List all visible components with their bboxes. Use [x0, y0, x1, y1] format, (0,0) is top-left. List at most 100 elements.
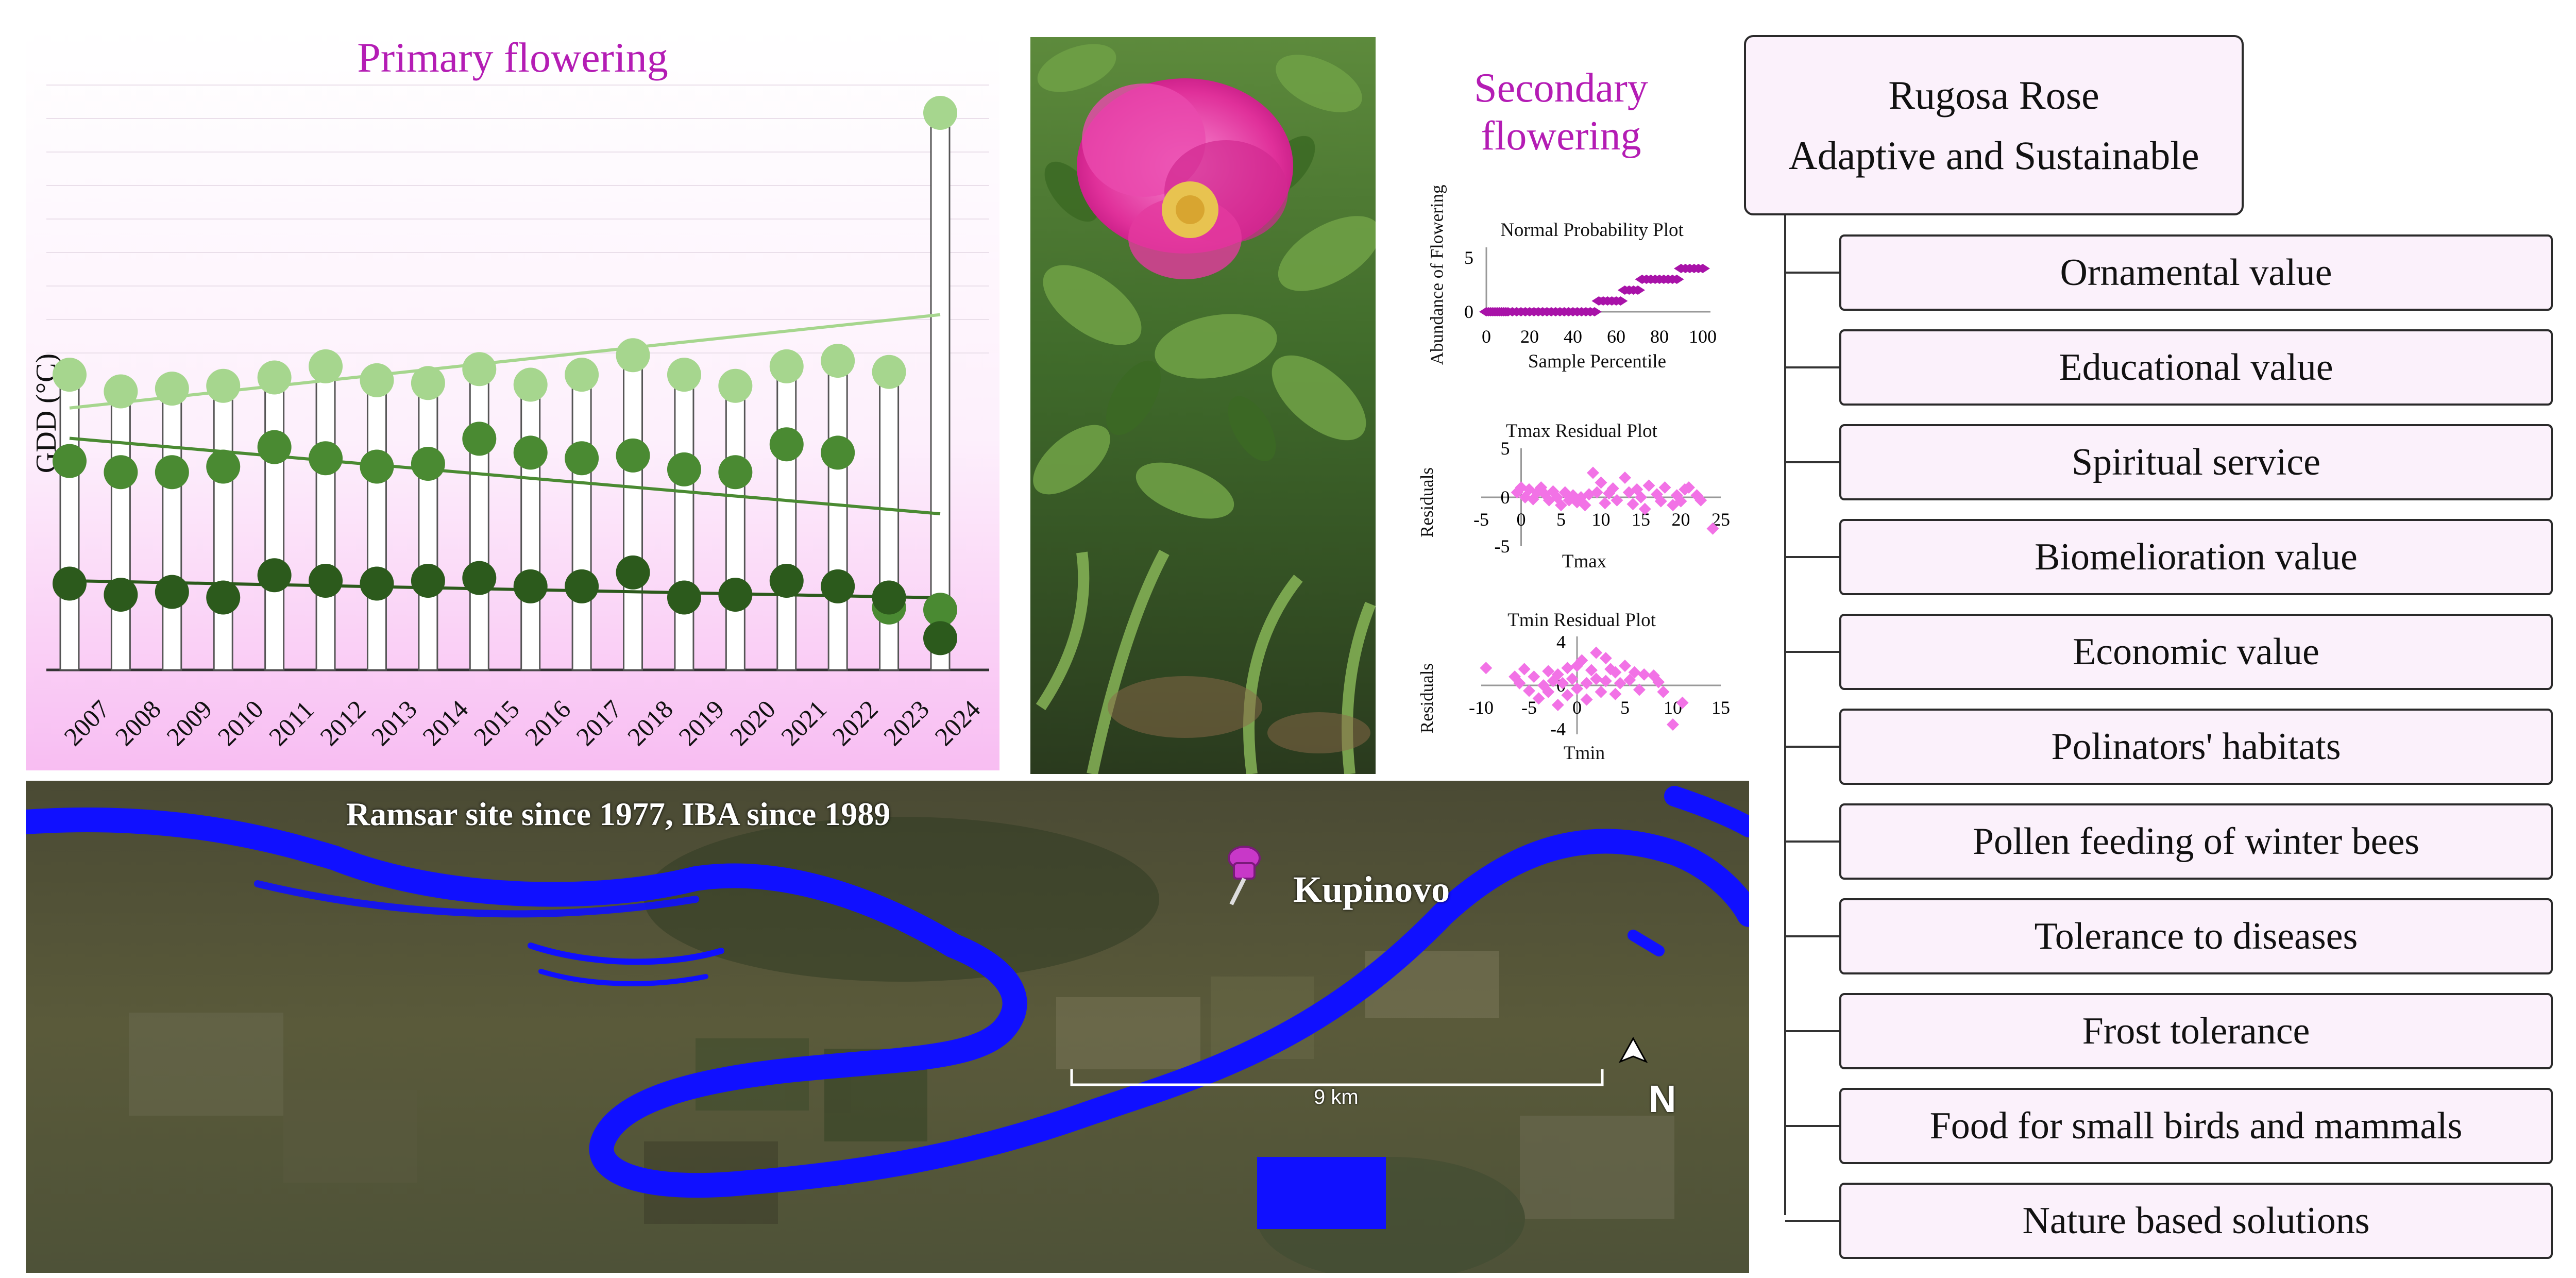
x-tick-label: 2008 — [110, 694, 166, 751]
tmin-svg-x-tick: 0 — [1572, 697, 1582, 718]
tmin-svg-point — [1657, 685, 1670, 698]
data-point-series-3 — [718, 578, 753, 612]
value-box-biomelioration-value: Biomelioration value — [1839, 519, 2553, 595]
data-point-series-2 — [667, 452, 701, 486]
primary-chart-title: Primary flowering — [357, 34, 668, 81]
tmin-svg-point — [1556, 677, 1569, 690]
tmax-svg-point — [1694, 494, 1707, 507]
root-title-line1: Rugosa Rose — [1888, 73, 2099, 117]
data-point-series-3 — [104, 578, 138, 612]
north-arrow-icon — [1618, 1036, 1648, 1063]
tmin-svg-point — [1542, 685, 1555, 698]
year-range-bar — [776, 365, 797, 671]
data-point-series-2 — [718, 455, 753, 490]
data-point-series-2 — [923, 593, 957, 627]
value-box-ornamental-value: Ornamental value — [1839, 234, 2553, 311]
data-point-series-1 — [923, 96, 957, 130]
data-point-series-3 — [821, 569, 855, 603]
data-point-series-3 — [769, 564, 804, 598]
root-title-line2: Adaptive and Sustainable — [1788, 133, 2199, 178]
tmin-svg-point — [1585, 664, 1598, 677]
year-range-bar — [520, 384, 541, 671]
tmin-svg-point — [1532, 692, 1545, 705]
tmin-svg-point — [1551, 699, 1564, 711]
npp-point — [1631, 285, 1645, 295]
tmin-svg-point — [1580, 693, 1593, 706]
npp-x-axis-label: Sample Percentile — [1528, 351, 1667, 372]
tmin-svg-point — [1676, 696, 1689, 709]
tmax-svg-x-tick: 0 — [1517, 509, 1526, 530]
data-point-series-1 — [155, 372, 189, 406]
tmin-x-axis-label: Tmin — [1563, 743, 1605, 764]
tmin-svg-x-tick: 15 — [1711, 697, 1730, 718]
tmin-svg-point — [1561, 689, 1574, 701]
data-point-series-1 — [206, 368, 241, 403]
tmin-svg-point — [1614, 677, 1626, 690]
root-box-rugosa-rose: Rugosa Rose Adaptive and Sustainable — [1744, 35, 2244, 215]
trendline-dark — [69, 579, 941, 600]
tmin-svg-point — [1547, 675, 1560, 687]
data-point-series-1 — [616, 338, 650, 373]
data-point-series-2 — [104, 455, 138, 490]
tmax-svg-point — [1670, 489, 1683, 502]
tmin-svg-point — [1551, 668, 1564, 681]
data-point-series-2 — [821, 435, 855, 470]
data-point-series-3 — [513, 569, 548, 603]
npp-chart-svg: 0 5 0 20 40 60 80 100 — [1464, 247, 1717, 347]
data-point-series-3 — [206, 580, 241, 615]
tmax-svg-point — [1674, 495, 1687, 508]
value-box-polinators-habitats: Polinators' habitats — [1839, 709, 2553, 785]
tmin-svg-point — [1561, 662, 1574, 675]
data-point-series-2 — [565, 441, 599, 476]
tmin-svg-point — [1628, 666, 1641, 679]
reservoir — [1257, 1157, 1386, 1229]
data-point-series-2 — [155, 455, 189, 490]
data-point-series-2 — [257, 430, 292, 464]
tmax-svg-point — [1595, 476, 1607, 489]
tmax-svg-point — [1599, 497, 1612, 510]
tmin-svg-point — [1623, 674, 1636, 686]
x-tick-label: 2024 — [929, 694, 986, 751]
npp-x-tick: 20 — [1520, 326, 1539, 347]
tmax-svg-point — [1611, 494, 1623, 507]
year-range-bar — [571, 374, 592, 671]
npp-point — [1587, 307, 1602, 316]
tmax-chart-svg: 50-5-5 0 5 10 15 20 25 — [1473, 438, 1730, 557]
tmin-svg-point — [1571, 682, 1583, 695]
value-box-food-small-birds-mammals: Food for small birds and mammals — [1839, 1088, 2553, 1164]
data-point-series-2 — [309, 441, 343, 476]
value-box-economic-value: Economic value — [1839, 614, 2553, 690]
value-box-pollen-feeding-winter-bees: Pollen feeding of winter bees — [1839, 803, 2553, 880]
data-point-series-2 — [462, 422, 497, 456]
tmin-svg-x-tick: -10 — [1469, 697, 1494, 718]
map-pin-icon — [1228, 846, 1261, 905]
value-box-educational-value: Educational value — [1839, 329, 2553, 406]
data-point-series-2 — [206, 449, 241, 484]
tmax-svg-point — [1638, 502, 1651, 515]
x-tick-label: 2020 — [724, 694, 781, 751]
year-range-bar — [827, 360, 848, 671]
npp-title: Normal Probability Plot — [1500, 220, 1684, 241]
value-box-nature-based-solutions: Nature based solutions — [1839, 1183, 2553, 1259]
tmax-svg-x-tick: 5 — [1556, 509, 1566, 530]
data-point-series-1 — [769, 349, 804, 383]
x-tick-label: 2016 — [519, 694, 576, 751]
value-box-tolerance-to-diseases: Tolerance to diseases — [1839, 898, 2553, 974]
tmin-svg-point — [1523, 684, 1535, 697]
data-point-series-3 — [360, 566, 394, 601]
tmax-svg-y-tick: -5 — [1495, 536, 1510, 557]
tmin-svg-point — [1609, 687, 1622, 700]
tmax-svg-point — [1555, 499, 1567, 512]
satellite-map-panel: Ramsar site since 1977, IBA since 1989 K… — [26, 781, 1749, 1273]
rose-flower — [1077, 78, 1293, 279]
data-point-series-1 — [462, 352, 497, 386]
tmin-svg-point — [1590, 672, 1603, 685]
year-range-bar — [879, 371, 900, 671]
data-point-series-3 — [667, 580, 701, 615]
data-point-series-1 — [360, 363, 394, 397]
x-tick-label: 2010 — [212, 694, 268, 751]
tmax-svg-x-tick: 10 — [1592, 509, 1611, 530]
year-range-bar — [59, 374, 80, 671]
year-range-bar — [418, 382, 438, 671]
